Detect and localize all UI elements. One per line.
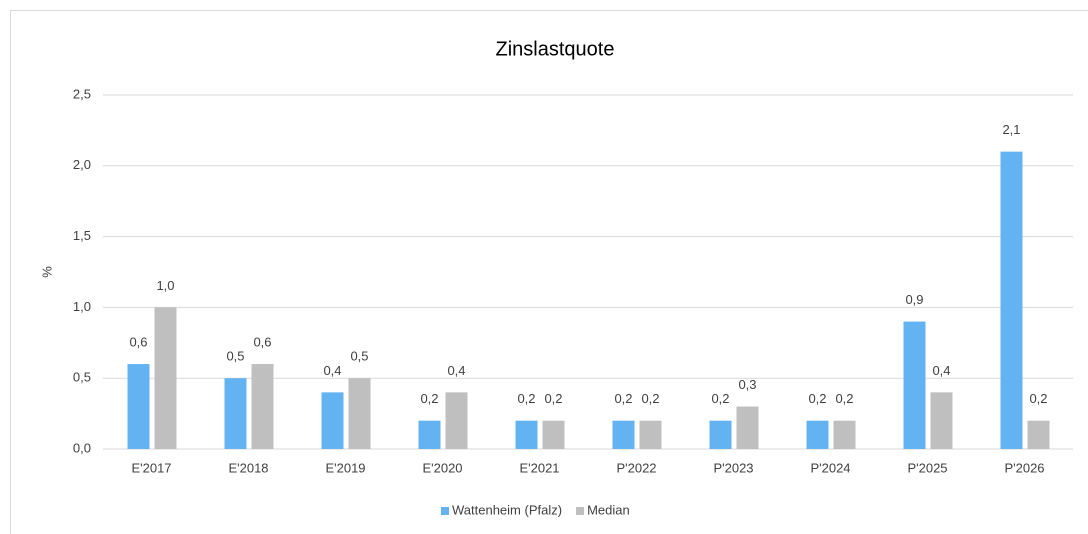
value-label: 0,2 xyxy=(614,391,632,406)
value-label: 0,2 xyxy=(711,391,729,406)
y-tick-label: 1,0 xyxy=(73,299,91,314)
bar xyxy=(903,321,926,449)
value-label: 0,3 xyxy=(738,377,756,392)
y-tick-label: 2,0 xyxy=(73,157,91,172)
x-tick-label: P'2023 xyxy=(713,460,753,475)
bar xyxy=(224,378,247,449)
bar xyxy=(1027,420,1050,449)
bar xyxy=(321,392,344,449)
x-tick-label: E'2019 xyxy=(325,460,365,475)
bar xyxy=(515,420,538,449)
x-tick-label: P'2025 xyxy=(907,460,947,475)
y-tick-label: 0,5 xyxy=(73,370,91,385)
legend-label: Wattenheim (Pfalz) xyxy=(452,502,562,517)
value-label: 0,4 xyxy=(323,363,341,378)
value-label: 0,2 xyxy=(544,391,562,406)
x-tick-label: E'2018 xyxy=(228,460,268,475)
value-label: 0,4 xyxy=(447,363,465,378)
y-axis-label: % xyxy=(39,266,54,278)
x-tick-label: P'2022 xyxy=(616,460,656,475)
y-tick-label: 0,0 xyxy=(73,440,91,455)
bar xyxy=(348,378,371,449)
value-label: 2,1 xyxy=(1002,122,1020,137)
bar xyxy=(418,420,441,449)
bar xyxy=(736,406,759,449)
legend-swatch xyxy=(441,507,449,515)
chart-title: Zinslastquote xyxy=(496,38,615,60)
value-label: 0,2 xyxy=(641,391,659,406)
x-tick-label: P'2026 xyxy=(1004,460,1044,475)
value-label: 0,5 xyxy=(350,349,368,364)
bar xyxy=(154,307,177,449)
bar xyxy=(612,420,635,449)
value-label: 0,2 xyxy=(1029,391,1047,406)
value-label: 0,4 xyxy=(932,363,950,378)
legend-label: Median xyxy=(587,502,630,517)
value-label: 0,2 xyxy=(835,391,853,406)
bar xyxy=(542,420,565,449)
bar xyxy=(806,420,829,449)
bar xyxy=(1000,151,1023,449)
value-label: 1,0 xyxy=(156,278,174,293)
value-label: 0,2 xyxy=(420,391,438,406)
value-label: 0,6 xyxy=(129,334,147,349)
value-label: 0,2 xyxy=(808,391,826,406)
value-label: 0,5 xyxy=(226,349,244,364)
x-tick-label: P'2024 xyxy=(810,460,850,475)
bar xyxy=(833,420,856,449)
bar xyxy=(639,420,662,449)
bar xyxy=(445,392,468,449)
x-tick-label: E'2017 xyxy=(131,460,171,475)
bar xyxy=(709,420,732,449)
legend-swatch xyxy=(576,507,585,515)
value-label: 0,9 xyxy=(905,292,923,307)
value-label: 0,6 xyxy=(253,334,271,349)
y-tick-label: 2,5 xyxy=(73,86,91,101)
bar xyxy=(127,364,150,449)
y-tick-label: 1,5 xyxy=(73,228,91,243)
chart-frame xyxy=(10,10,1088,534)
bar xyxy=(930,392,953,449)
bar xyxy=(251,364,274,449)
x-tick-label: E'2020 xyxy=(422,460,462,475)
x-tick-label: E'2021 xyxy=(519,460,559,475)
value-label: 0,2 xyxy=(517,391,535,406)
